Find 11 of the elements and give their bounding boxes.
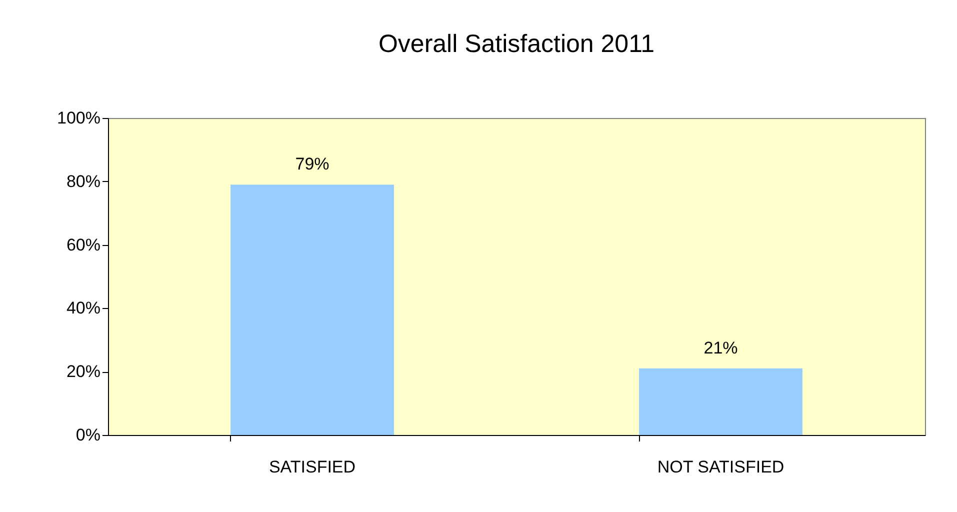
y-tick-label: 20%	[66, 362, 100, 382]
x-tick-label: NOT SATISFIED	[657, 458, 784, 476]
y-tick-label: 100%	[57, 108, 100, 128]
chart-title: Overall Satisfaction 2011	[378, 30, 655, 58]
x-tick-label: SATISFIED	[268, 458, 356, 476]
y-tick-label: 60%	[66, 235, 100, 254]
y-tick-label: 40%	[66, 298, 100, 318]
data-label: 79%	[295, 154, 330, 174]
y-tick-label: 80%	[66, 172, 100, 191]
data-label: 21%	[704, 338, 738, 358]
y-tick-label: 0%	[76, 426, 100, 444]
